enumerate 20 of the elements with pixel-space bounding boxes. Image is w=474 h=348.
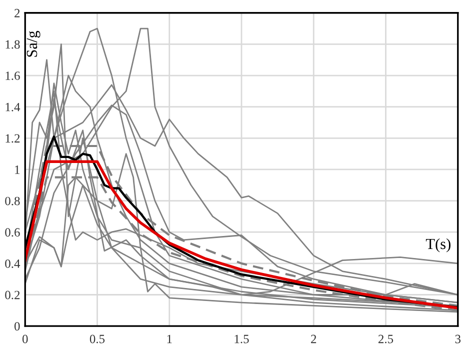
y-tick-label: 0.2 <box>5 290 20 300</box>
x-tick-label: 0.5 <box>90 334 105 344</box>
x-tick-label: 1 <box>167 334 172 344</box>
x-axis-title: T(s) <box>426 238 450 252</box>
y-tick-label: 1 <box>15 166 20 174</box>
y-tick-label: 1.2 <box>6 134 20 143</box>
x-tick-label: 2.5 <box>378 334 394 344</box>
y-tick-label: 0.4 <box>5 259 20 268</box>
y-axis-title: Sa/g <box>26 30 40 57</box>
y-tick-label: 0.8 <box>5 196 20 206</box>
y-tick-label: 2 <box>14 8 20 18</box>
y-tick-label: 0.6 <box>5 228 20 237</box>
x-tick-label: 0 <box>22 334 28 344</box>
y-tick-label: 1.6 <box>6 72 20 80</box>
y-tick-label: 1.4 <box>6 102 20 112</box>
x-tick-label: 3 <box>455 334 461 344</box>
y-tick-label: 0 <box>14 322 20 331</box>
y-tick-label: 1.8 <box>6 40 20 49</box>
x-tick-label: 1.5 <box>234 334 249 344</box>
x-tick-label: 2 <box>311 334 316 344</box>
